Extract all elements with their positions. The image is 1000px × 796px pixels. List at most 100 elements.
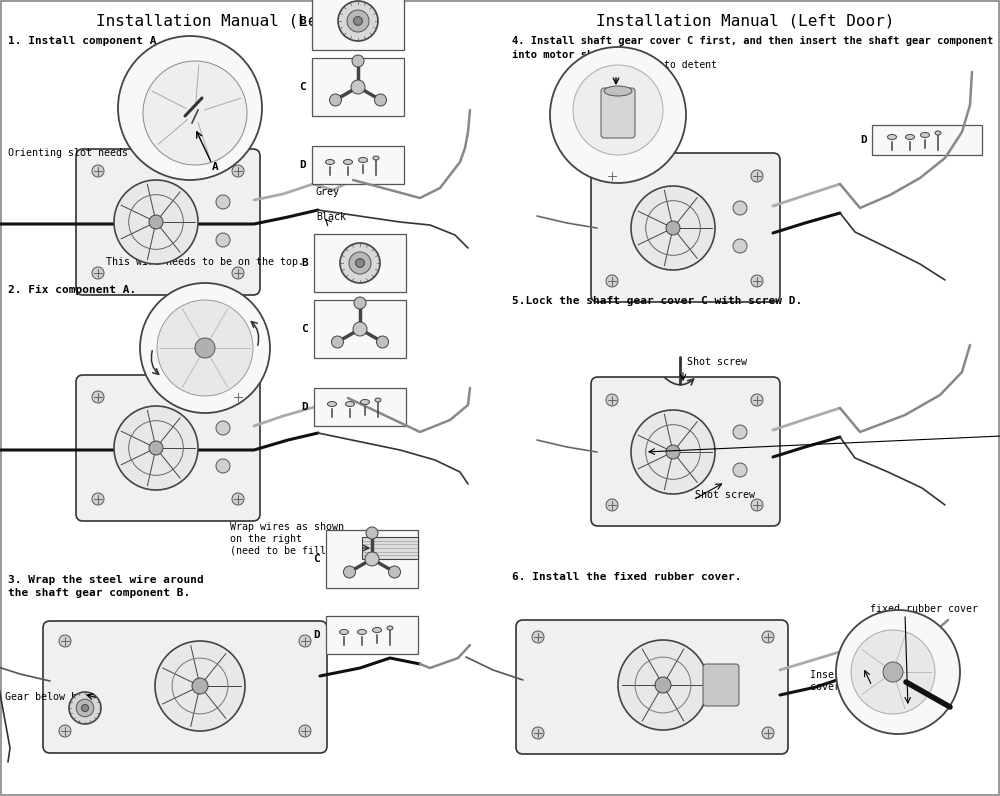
Ellipse shape — [346, 401, 354, 407]
Circle shape — [550, 47, 686, 183]
Circle shape — [216, 421, 230, 435]
Circle shape — [216, 233, 230, 247]
Circle shape — [232, 391, 244, 403]
Bar — [314, 234, 406, 292]
Circle shape — [155, 641, 245, 731]
Circle shape — [618, 640, 708, 730]
Circle shape — [883, 662, 903, 682]
Circle shape — [331, 336, 343, 348]
Text: 4. Install shaft gear cover C first, and then insert the shaft gear component B: 4. Install shaft gear cover C first, and… — [512, 36, 1000, 46]
Bar — [326, 616, 418, 654]
Ellipse shape — [920, 132, 930, 138]
Text: This wire needs to be on the top.: This wire needs to be on the top. — [106, 257, 304, 267]
Bar — [314, 388, 406, 426]
Circle shape — [192, 678, 208, 694]
Circle shape — [69, 692, 101, 724]
Text: 1. Install component A.: 1. Install component A. — [8, 36, 163, 46]
Circle shape — [606, 275, 618, 287]
Text: C: C — [313, 554, 320, 564]
Text: D: D — [299, 160, 306, 170]
Circle shape — [631, 186, 715, 270]
FancyBboxPatch shape — [601, 88, 635, 138]
Circle shape — [216, 459, 230, 473]
Bar — [314, 300, 406, 358]
Bar — [326, 530, 418, 588]
Circle shape — [751, 499, 763, 511]
Bar — [312, 58, 404, 116]
Circle shape — [573, 65, 663, 155]
Ellipse shape — [604, 86, 632, 96]
Text: Shot screw: Shot screw — [687, 357, 747, 367]
Bar — [872, 125, 982, 155]
Circle shape — [349, 252, 371, 274]
Text: Grey: Grey — [316, 187, 340, 197]
Circle shape — [347, 10, 369, 32]
Text: into motor shaft.: into motor shaft. — [512, 50, 618, 60]
Bar — [312, 146, 404, 184]
Circle shape — [354, 17, 362, 25]
Text: push into detent: push into detent — [623, 60, 717, 70]
Text: 2. Fix component A.: 2. Fix component A. — [8, 285, 136, 295]
Text: Wrap wires as shown: Wrap wires as shown — [230, 522, 344, 532]
Text: B: B — [299, 16, 306, 26]
Circle shape — [59, 725, 71, 737]
Circle shape — [351, 80, 365, 94]
Ellipse shape — [344, 159, 352, 165]
FancyBboxPatch shape — [591, 377, 780, 526]
Circle shape — [851, 630, 935, 714]
Circle shape — [666, 445, 680, 459]
Ellipse shape — [328, 401, 336, 407]
Ellipse shape — [358, 158, 368, 162]
Circle shape — [354, 297, 366, 309]
Circle shape — [329, 94, 341, 106]
Circle shape — [149, 441, 163, 455]
Circle shape — [733, 201, 747, 215]
Ellipse shape — [360, 400, 370, 404]
Text: Shot screw: Shot screw — [695, 490, 755, 500]
Circle shape — [114, 180, 198, 264]
FancyBboxPatch shape — [76, 375, 260, 521]
Circle shape — [366, 527, 378, 539]
Circle shape — [356, 259, 364, 267]
Text: D: D — [860, 135, 867, 145]
Circle shape — [81, 704, 89, 712]
Ellipse shape — [375, 398, 381, 402]
Circle shape — [606, 394, 618, 406]
Ellipse shape — [373, 156, 379, 160]
Circle shape — [149, 215, 163, 229]
Circle shape — [157, 300, 253, 396]
Circle shape — [733, 463, 747, 477]
Text: Insert the fixed rubber: Insert the fixed rubber — [810, 670, 948, 680]
Ellipse shape — [888, 135, 896, 139]
Circle shape — [232, 493, 244, 505]
Ellipse shape — [906, 135, 914, 139]
FancyBboxPatch shape — [516, 620, 788, 754]
Text: C: C — [301, 324, 308, 334]
Circle shape — [751, 394, 763, 406]
Circle shape — [338, 1, 378, 41]
Circle shape — [762, 727, 774, 739]
Circle shape — [836, 610, 960, 734]
Text: B: B — [301, 258, 308, 268]
Circle shape — [343, 566, 355, 578]
FancyBboxPatch shape — [76, 149, 260, 295]
Text: 6. Install the fixed rubber cover.: 6. Install the fixed rubber cover. — [512, 572, 742, 582]
Circle shape — [140, 283, 270, 413]
Circle shape — [365, 552, 379, 566]
Circle shape — [666, 221, 680, 235]
Circle shape — [216, 195, 230, 209]
Circle shape — [352, 55, 364, 67]
Text: D: D — [301, 402, 308, 412]
Text: on the right: on the right — [230, 534, 302, 544]
Circle shape — [655, 677, 671, 693]
Circle shape — [733, 239, 747, 253]
Circle shape — [532, 631, 544, 643]
FancyBboxPatch shape — [43, 621, 327, 753]
Circle shape — [762, 631, 774, 643]
Text: A: A — [212, 162, 219, 172]
Circle shape — [92, 391, 104, 403]
FancyBboxPatch shape — [703, 664, 739, 706]
Circle shape — [232, 267, 244, 279]
Ellipse shape — [340, 630, 349, 634]
Text: 5.Lock the shaft gear cover C with screw D.: 5.Lock the shaft gear cover C with screw… — [512, 296, 802, 306]
